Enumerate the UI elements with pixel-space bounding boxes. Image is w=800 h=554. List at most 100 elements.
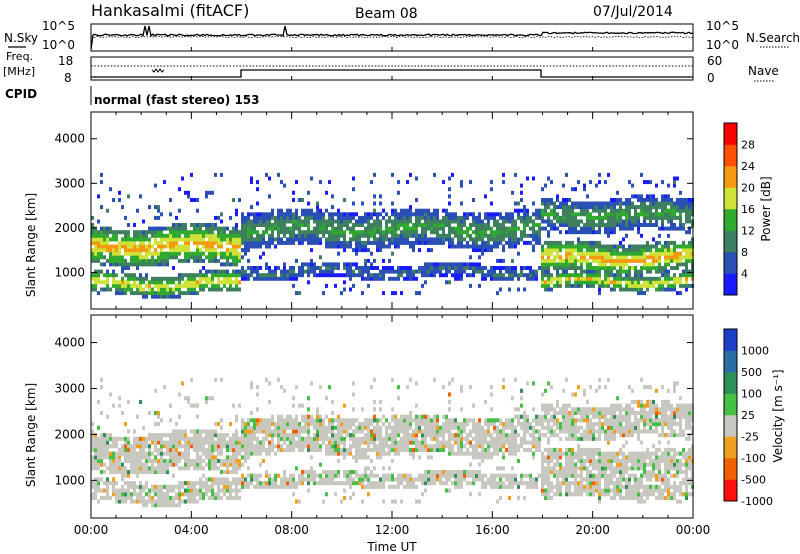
power-cell <box>580 248 583 253</box>
velocity-cell <box>445 470 448 475</box>
power-cell <box>547 255 550 260</box>
velocity-cell <box>406 414 409 419</box>
power-cell <box>274 219 277 224</box>
power-cell <box>226 226 229 231</box>
velocity-cell <box>214 466 217 471</box>
power-cell <box>382 215 385 220</box>
power-cell <box>364 244 367 249</box>
power-cell <box>571 219 574 224</box>
power-cell <box>427 219 430 224</box>
power-cell <box>277 276 280 281</box>
power-cell <box>358 244 361 249</box>
velocity-cell <box>307 488 310 493</box>
velocity-cell <box>439 470 442 475</box>
power-cell <box>349 240 352 245</box>
power-cell <box>547 233 550 238</box>
power-cell <box>655 244 658 249</box>
power-cell <box>550 219 553 224</box>
velocity-cell <box>304 477 307 482</box>
power-cell <box>118 291 121 296</box>
velocity-cell <box>160 470 163 475</box>
velocity-cell <box>421 473 424 478</box>
velocity-cell <box>280 385 283 390</box>
power-cell <box>370 251 373 256</box>
velocity-cell <box>466 436 469 441</box>
velocity-cell <box>397 440 400 445</box>
power-cell <box>583 251 586 256</box>
velocity-cell <box>322 436 325 441</box>
power-cell <box>625 258 628 263</box>
velocity-cell <box>121 444 124 449</box>
velocity-cell <box>211 484 214 489</box>
power-cell <box>229 276 232 281</box>
velocity-cell <box>223 477 226 482</box>
power-cell <box>340 230 343 235</box>
power-cell <box>331 233 334 238</box>
power-cell <box>655 251 658 256</box>
power-cell <box>343 287 346 292</box>
power-cell <box>610 201 613 206</box>
power-cell <box>616 201 619 206</box>
velocity-cell <box>139 488 142 493</box>
velocity-cell <box>340 429 343 434</box>
power-cell <box>451 244 454 249</box>
power-cell <box>478 248 481 253</box>
power-cell <box>529 215 532 220</box>
power-cell <box>541 244 544 249</box>
velocity-cell <box>346 481 349 486</box>
power-cell <box>463 244 466 249</box>
power-cell <box>511 190 514 195</box>
power-cell <box>91 237 94 242</box>
velocity-cell <box>157 436 160 441</box>
velocity-cell <box>154 440 157 445</box>
velocity-cell <box>397 481 400 486</box>
velocity-cell <box>196 455 199 460</box>
power-cell <box>271 273 274 278</box>
power-cell <box>460 244 463 249</box>
power-cell <box>250 223 253 227</box>
power-cell <box>337 266 340 270</box>
power-cell <box>262 251 265 256</box>
power-cell <box>133 280 136 285</box>
power-cell <box>427 215 430 220</box>
power-cell <box>565 212 568 217</box>
power-cell <box>532 219 535 224</box>
velocity-cell <box>199 436 202 441</box>
velocity-cell <box>436 444 439 449</box>
velocity-cell <box>397 396 400 401</box>
power-cell <box>565 215 568 220</box>
power-cell <box>385 223 388 227</box>
power-cell <box>448 262 451 267</box>
power-cell <box>514 226 517 231</box>
velocity-cell <box>127 470 130 475</box>
power-cell <box>490 248 493 253</box>
power-cell <box>301 230 304 235</box>
power-cell <box>256 240 259 245</box>
velocity-cell <box>415 440 418 445</box>
power-cell <box>460 237 463 242</box>
power-cell <box>547 283 550 288</box>
velocity-cell <box>211 458 214 463</box>
power-cell <box>364 240 367 245</box>
power-cell <box>226 269 229 274</box>
velocity-cell <box>448 407 451 412</box>
power-cell <box>598 215 601 220</box>
power-cell <box>277 208 280 213</box>
power-cell <box>250 266 253 270</box>
power-cell <box>538 237 541 242</box>
velocity-cell <box>157 422 160 427</box>
power-cell <box>148 230 151 235</box>
power-cell <box>313 212 316 217</box>
power-cell <box>688 215 691 220</box>
power-cell <box>685 215 688 220</box>
power-cell <box>607 266 610 270</box>
velocity-cell <box>115 470 118 475</box>
power-cell <box>256 219 259 224</box>
velocity-cell <box>199 440 202 445</box>
power-cell <box>100 172 103 177</box>
velocity-cell <box>259 440 262 445</box>
power-cell <box>100 251 103 256</box>
power-cell <box>223 273 226 278</box>
power-cell <box>442 266 445 270</box>
power-cell <box>493 276 496 281</box>
